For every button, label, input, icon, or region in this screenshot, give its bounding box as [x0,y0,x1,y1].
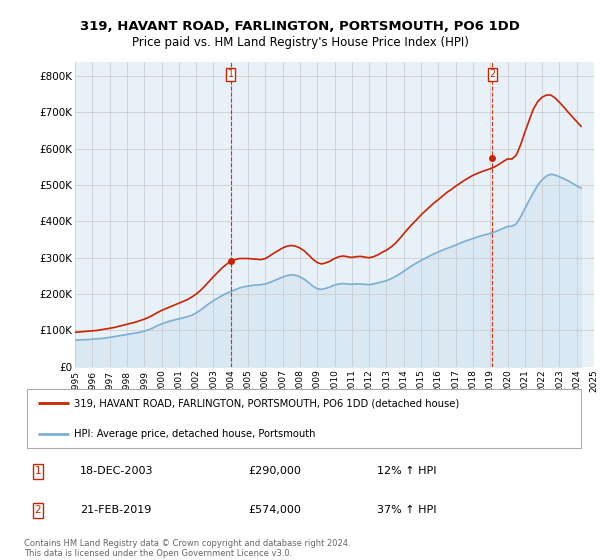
Text: £290,000: £290,000 [248,466,301,477]
Text: 1: 1 [227,69,234,79]
Text: 18-DEC-2003: 18-DEC-2003 [80,466,154,477]
FancyBboxPatch shape [27,389,581,448]
Text: 12% ↑ HPI: 12% ↑ HPI [377,466,437,477]
Text: 21-FEB-2019: 21-FEB-2019 [80,506,151,515]
Text: HPI: Average price, detached house, Portsmouth: HPI: Average price, detached house, Port… [74,429,316,439]
Text: 2: 2 [35,506,41,515]
Text: £574,000: £574,000 [248,506,301,515]
Text: 1: 1 [35,466,41,477]
Text: 37% ↑ HPI: 37% ↑ HPI [377,506,437,515]
Text: 2: 2 [489,69,496,79]
Text: 319, HAVANT ROAD, FARLINGTON, PORTSMOUTH, PO6 1DD: 319, HAVANT ROAD, FARLINGTON, PORTSMOUTH… [80,20,520,32]
Text: Contains HM Land Registry data © Crown copyright and database right 2024.
This d: Contains HM Land Registry data © Crown c… [24,539,350,558]
Text: 319, HAVANT ROAD, FARLINGTON, PORTSMOUTH, PO6 1DD (detached house): 319, HAVANT ROAD, FARLINGTON, PORTSMOUTH… [74,398,460,408]
Text: Price paid vs. HM Land Registry's House Price Index (HPI): Price paid vs. HM Land Registry's House … [131,36,469,49]
